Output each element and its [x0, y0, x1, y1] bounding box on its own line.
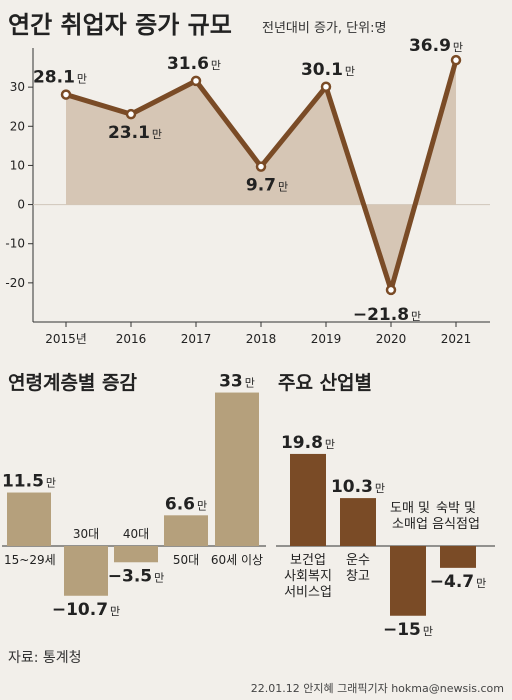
industry-category-label: 도매 및: [390, 501, 430, 516]
industry-category-label: 음식점업: [432, 517, 480, 532]
industry-category-label: 창고: [346, 569, 370, 584]
age-bar: [215, 392, 259, 546]
industry-value-label: −15 만: [383, 620, 433, 640]
age-bar: [164, 515, 208, 546]
data-label: 23.1 만: [108, 123, 162, 143]
x-tick-label: 2016: [116, 332, 147, 346]
age-group-chart: 연령계층별 증감 11.5 만 −10.7 만 −3.5 만 6.6 만 33 만 15~29세 30…: [2, 372, 266, 620]
data-point: [190, 75, 202, 87]
age-bar: [64, 546, 108, 596]
data-label: −21.8 만: [353, 305, 421, 325]
x-tick-label: 2021: [441, 332, 472, 346]
y-tick-label: 20: [10, 119, 25, 133]
industry-category-label: 운수: [346, 553, 370, 568]
industry-category-label: 보건업: [290, 553, 326, 568]
age-value-label: 11.5 만: [2, 472, 56, 492]
age-value-label: 6.6 만: [165, 494, 207, 514]
data-point: [60, 89, 72, 100]
data-point: [125, 108, 137, 120]
data-point: [320, 81, 332, 93]
data-label: 30.1 만: [301, 60, 355, 80]
age-category-label: 15~29세: [4, 553, 56, 567]
industry-value-label: −4.7 만: [430, 572, 486, 592]
industry-bar: [340, 498, 376, 546]
data-label: 31.6 만: [167, 54, 221, 74]
area-fill: [66, 60, 456, 290]
data-label: 28.1 만: [33, 68, 87, 88]
y-tick-label: 0: [17, 198, 25, 212]
x-tick-label: 2019: [311, 332, 342, 346]
y-tick-label: 30: [10, 80, 25, 94]
age-value-label: 33 만: [219, 372, 255, 392]
industry-bar: [290, 453, 326, 546]
main-subtitle: 전년대비 증가, 단위:명: [262, 21, 386, 36]
industry-category-label: 숙박 및: [436, 501, 476, 516]
y-tick-label: 10: [10, 158, 25, 172]
industry-bar: [390, 546, 426, 616]
industry-category-label: 소매업: [392, 517, 428, 532]
age-value-label: −3.5 만: [108, 566, 164, 586]
age-chart-title: 연령계층별 증감: [8, 372, 137, 394]
source-text: 자료: 통계청: [8, 650, 82, 666]
age-bar: [7, 492, 51, 546]
industry-value-label: 10.3 만: [331, 477, 385, 497]
data-label: 36.9 만: [409, 36, 463, 56]
industry-bar: [440, 546, 476, 568]
annual-employment-chart: 30 20 10 0 -10 -20 2015년 2016 2017 2018 2019 2020 20…: [5, 36, 490, 346]
x-tick-label: 2015년: [45, 332, 87, 346]
industry-value-label: 19.8 만: [281, 433, 335, 453]
data-point: [255, 161, 267, 172]
age-category-label: 40대: [123, 527, 149, 541]
industry-category-label: 서비스업: [284, 585, 332, 600]
x-tick-label: 2017: [181, 332, 212, 346]
y-tick-label: -10: [5, 237, 25, 251]
age-bar: [114, 546, 158, 563]
x-tick-label: 2020: [376, 332, 407, 346]
y-tick-label: -20: [5, 276, 25, 290]
data-point: [385, 284, 397, 296]
age-category-label: 60세 이상: [211, 553, 263, 567]
age-category-label: 50대: [173, 553, 199, 567]
industry-category-label: 사회복지: [284, 569, 332, 584]
industry-chart-title: 주요 산업별: [278, 372, 372, 394]
data-label: 9.7 만: [246, 176, 288, 196]
main-title: 연간 취업자 증가 규모: [8, 11, 232, 39]
x-tick-label: 2018: [246, 332, 277, 346]
age-value-label: −10.7 만: [52, 600, 120, 620]
data-point: [450, 54, 462, 66]
age-category-label: 30대: [73, 527, 99, 541]
credit-text: 22.01.12 안지혜 그래픽기자 hokma@newsis.com: [251, 682, 504, 695]
